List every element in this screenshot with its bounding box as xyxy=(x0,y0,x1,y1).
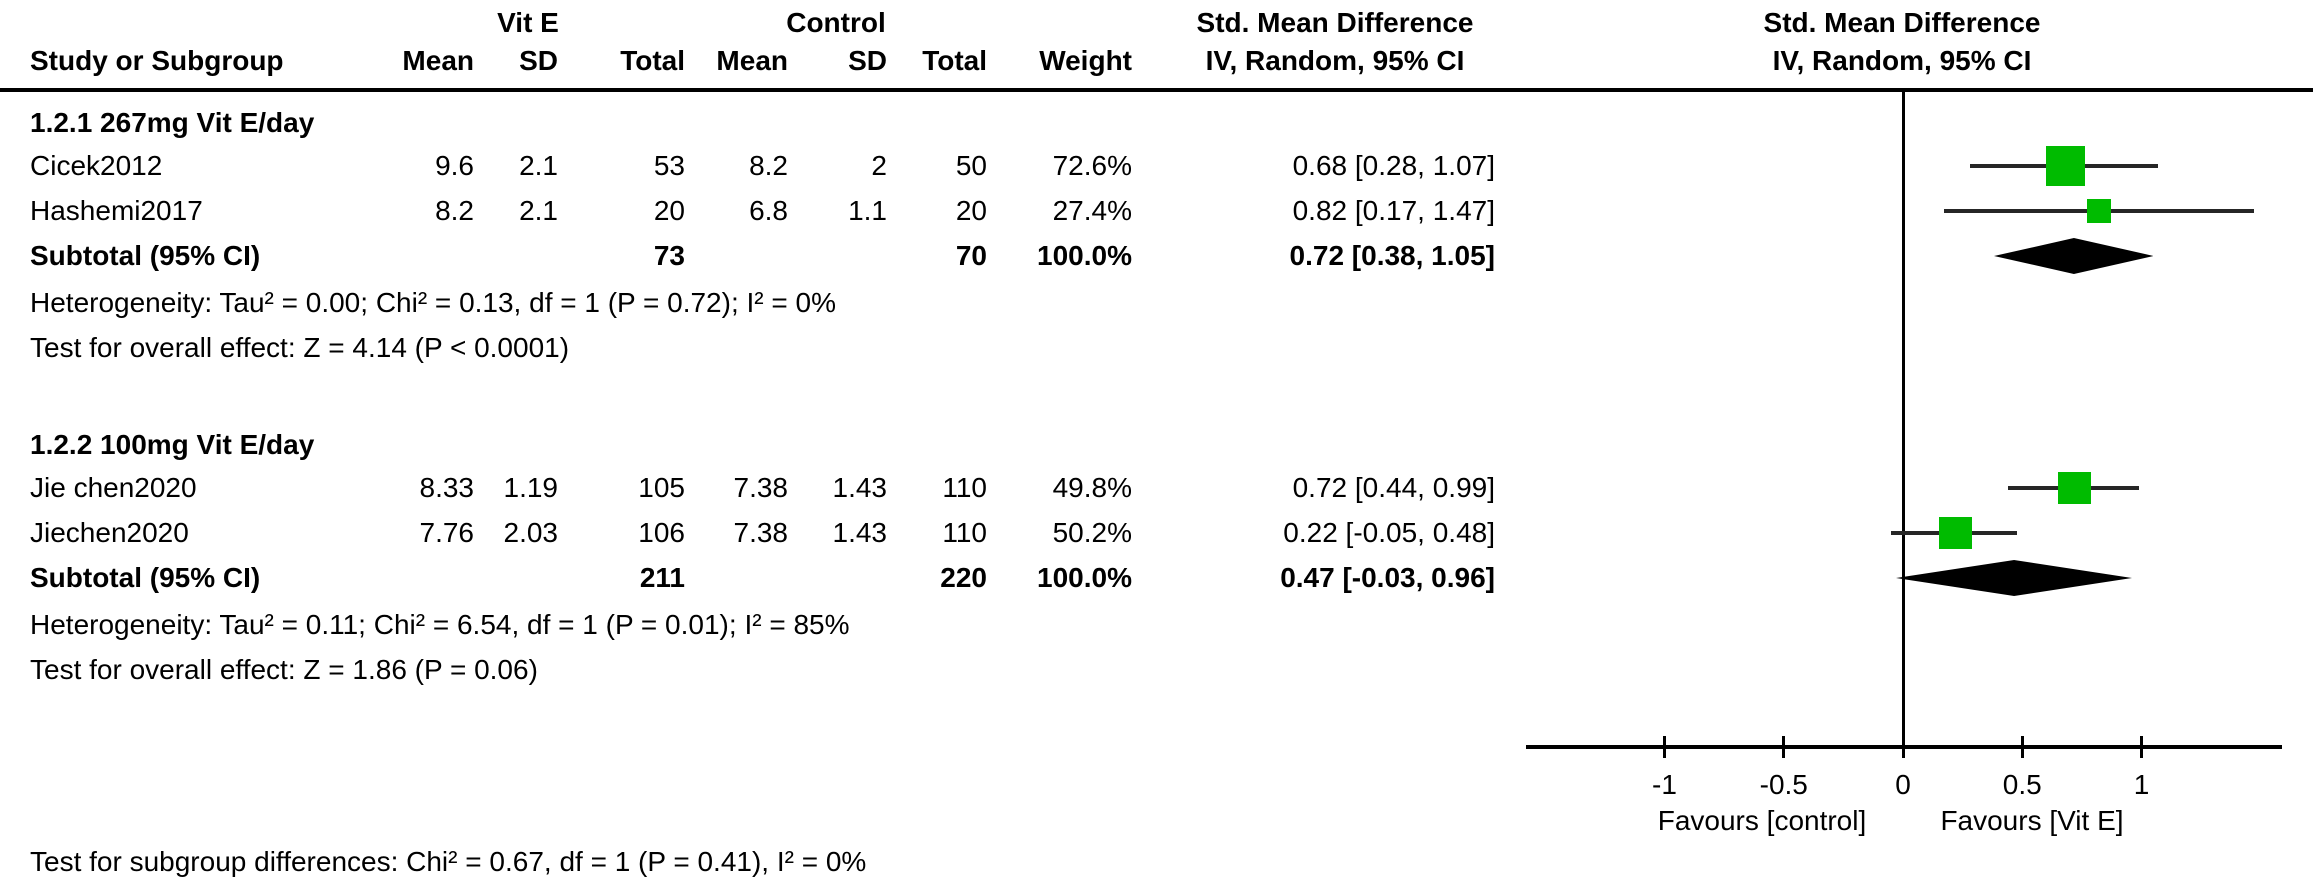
cell-sd1: 2.03 xyxy=(503,517,559,548)
cell-estimate-ci: 0.72 [0.44, 0.99] xyxy=(1292,472,1495,503)
study-weight-square xyxy=(2045,146,2085,186)
x-axis-tick-label: 0.5 xyxy=(2002,769,2042,800)
x-axis-tick xyxy=(1782,736,1786,758)
cell-n2: 50 xyxy=(955,150,987,181)
cell-sd2: 1.43 xyxy=(832,472,888,503)
axis-label-favours-vite: Favours [Vit E] xyxy=(1940,805,2124,836)
cell-mean2: 8.2 xyxy=(749,150,788,181)
subgroup-title: 1.2.2 100mg Vit E/day xyxy=(30,429,315,460)
header-col-mean1: Mean xyxy=(402,45,474,76)
subtotal-diamond xyxy=(1895,560,2132,596)
subtotal-label: Subtotal (95% CI) xyxy=(30,240,261,271)
subtotal-weight: 100.0% xyxy=(1037,240,1132,271)
x-axis-tick-label: -1 xyxy=(1652,769,1677,800)
subtotal-label: Subtotal (95% CI) xyxy=(30,562,261,593)
cell-sd2: 1.1 xyxy=(848,195,887,226)
study-name: Cicek2012 xyxy=(30,150,163,181)
subtotal-total2: 70 xyxy=(955,240,987,271)
x-axis-tick xyxy=(1901,736,1905,758)
cell-weight: 50.2% xyxy=(1052,517,1132,548)
heterogeneity-note: Heterogeneity: Tau² = 0.11; Chi² = 6.54,… xyxy=(30,609,850,640)
subtotal-total1: 73 xyxy=(653,240,685,271)
zero-line xyxy=(1901,92,1905,758)
study-name: Hashemi2017 xyxy=(30,195,203,226)
header-col-sd2: SD xyxy=(848,45,887,76)
cell-n2: 20 xyxy=(955,195,987,226)
cell-n1: 105 xyxy=(638,472,685,503)
study-weight-square xyxy=(2086,198,2111,224)
subtotal-estimate-ci: 0.72 [0.38, 1.05] xyxy=(1289,240,1495,271)
x-axis-tick-label: 1 xyxy=(2133,769,2150,800)
subtotal-total1: 211 xyxy=(639,562,685,593)
header-stat-col-title: Std. Mean Difference xyxy=(1196,7,1474,38)
overall-effect-note: Test for overall effect: Z = 4.14 (P < 0… xyxy=(30,332,570,363)
header-col-mean2: Mean xyxy=(716,45,788,76)
header-rule xyxy=(0,88,2313,92)
header-stat-col-sub: IV, Random, 95% CI xyxy=(1205,45,1465,76)
cell-estimate-ci: 0.68 [0.28, 1.07] xyxy=(1292,150,1495,181)
header-study-col: Study or Subgroup xyxy=(30,45,284,76)
cell-mean1: 8.33 xyxy=(419,472,475,503)
subgroup-title: 1.2.1 267mg Vit E/day xyxy=(30,107,315,138)
cell-mean2: 6.8 xyxy=(749,195,788,226)
x-axis-tick xyxy=(1663,736,1666,758)
cell-n1: 106 xyxy=(638,517,685,548)
subtotal-total2: 220 xyxy=(940,562,987,593)
cell-mean2: 7.38 xyxy=(733,472,789,503)
study-name: Jie chen2020 xyxy=(30,472,197,503)
study-name: Jiechen2020 xyxy=(30,517,189,548)
x-axis-tick xyxy=(2140,736,2143,758)
cell-mean1: 9.6 xyxy=(435,150,474,181)
cell-n1: 20 xyxy=(653,195,685,226)
cell-sd2: 2 xyxy=(871,150,887,181)
cell-sd1: 1.19 xyxy=(503,472,559,503)
cell-n2: 110 xyxy=(942,517,987,548)
cell-sd2: 1.43 xyxy=(832,517,888,548)
heterogeneity-note: Heterogeneity: Tau² = 0.00; Chi² = 0.13,… xyxy=(30,287,836,318)
cell-estimate-ci: 0.82 [0.17, 1.47] xyxy=(1292,195,1495,226)
cell-weight: 27.4% xyxy=(1052,195,1132,226)
header-col-total1: Total xyxy=(620,45,685,76)
header-col-weight: Weight xyxy=(1039,45,1132,76)
cell-sd1: 2.1 xyxy=(519,195,558,226)
cell-mean1: 7.76 xyxy=(419,517,475,548)
cell-estimate-ci: 0.22 [-0.05, 0.48] xyxy=(1283,517,1495,548)
header-group-control: Control xyxy=(786,7,886,38)
cell-mean2: 7.38 xyxy=(733,517,789,548)
subgroup-differences-note: Test for subgroup differences: Chi² = 0.… xyxy=(30,846,867,877)
axis-label-favours-control: Favours [control] xyxy=(1657,805,1867,836)
cell-weight: 72.6% xyxy=(1052,150,1132,181)
x-axis-tick-label: -0.5 xyxy=(1759,769,1808,800)
header-col-total2: Total xyxy=(922,45,987,76)
cell-sd1: 2.1 xyxy=(519,150,558,181)
study-weight-square xyxy=(1939,516,1972,550)
cell-n1: 53 xyxy=(653,150,685,181)
study-weight-square xyxy=(2058,471,2091,505)
overall-effect-note: Test for overall effect: Z = 1.86 (P = 0… xyxy=(30,654,538,685)
header-plot-col-sub: IV, Random, 95% CI xyxy=(1772,45,2032,76)
header-group-vite: Vit E xyxy=(497,7,559,38)
subtotal-weight: 100.0% xyxy=(1037,562,1132,593)
x-axis-tick xyxy=(2020,736,2024,758)
cell-mean1: 8.2 xyxy=(435,195,474,226)
subtotal-estimate-ci: 0.47 [-0.03, 0.96] xyxy=(1280,562,1495,593)
subtotal-diamond xyxy=(1993,238,2154,274)
x-axis-tick-label: 0 xyxy=(1895,769,1911,800)
header-col-sd1: SD xyxy=(519,45,558,76)
cell-weight: 49.8% xyxy=(1052,472,1132,503)
header-plot-col-title: Std. Mean Difference xyxy=(1763,7,2041,38)
cell-n2: 110 xyxy=(942,472,987,503)
